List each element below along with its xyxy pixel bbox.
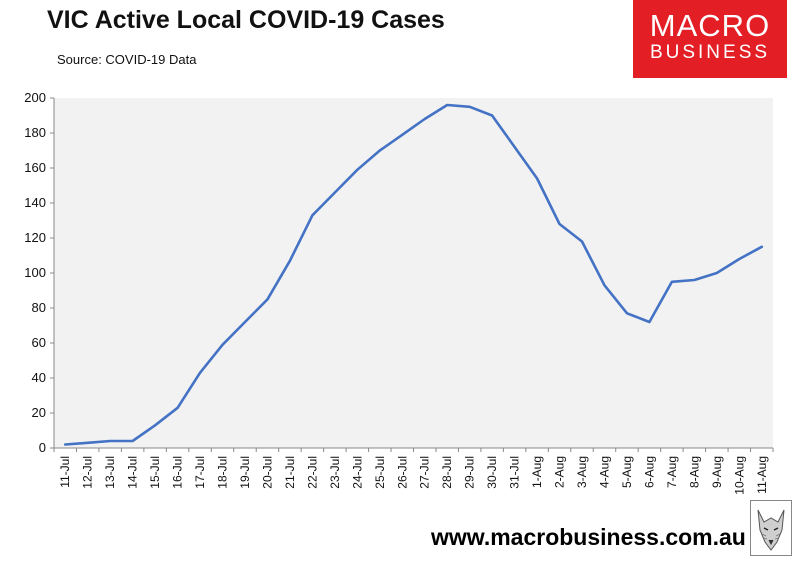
data-point <box>491 114 493 117</box>
x-tick-label: 19-Jul <box>238 456 252 489</box>
x-tick-label: 4-Aug <box>597 456 611 488</box>
x-tick-label: 26-Jul <box>395 456 409 489</box>
x-tick-label: 29-Jul <box>463 456 477 489</box>
x-tick-label: 10-Aug <box>732 456 746 495</box>
series-line <box>63 103 764 446</box>
y-tick-label: 80 <box>32 300 46 315</box>
data-point <box>423 118 426 120</box>
y-tick-label: 20 <box>32 405 46 420</box>
plot-area <box>54 98 773 448</box>
data-point <box>671 280 673 283</box>
x-tick-label: 15-Jul <box>148 456 162 489</box>
data-point <box>109 440 111 442</box>
data-point <box>289 259 291 262</box>
data-point <box>176 406 179 409</box>
x-tick-label: 17-Jul <box>193 456 207 489</box>
x-tick-label: 12-Jul <box>81 456 95 489</box>
x-tick-label: 11-Aug <box>755 456 769 494</box>
data-point <box>86 441 89 444</box>
data-point <box>760 245 763 248</box>
data-point <box>266 298 269 301</box>
data-point <box>311 214 314 217</box>
data-point <box>244 321 246 323</box>
x-tick-label: 7-Aug <box>665 456 679 488</box>
data-point <box>603 284 606 287</box>
x-tick-label: 27-Jul <box>418 456 432 489</box>
x-tick-label: 8-Aug <box>687 456 701 488</box>
logo-line-1: MACRO <box>649 8 771 43</box>
y-tick-label: 40 <box>32 370 46 385</box>
x-tick-label: 16-Jul <box>171 456 185 489</box>
y-tick-label: 160 <box>24 160 46 175</box>
x-tick-label: 1-Aug <box>530 456 544 488</box>
x-tick-label: 3-Aug <box>575 456 589 488</box>
wolf-logo-icon <box>750 500 792 556</box>
data-point <box>446 104 449 106</box>
x-tick-label: 20-Jul <box>260 456 274 489</box>
data-point <box>626 312 628 315</box>
x-tick-label: 6-Aug <box>642 456 656 488</box>
data-point <box>131 440 134 442</box>
data-point <box>468 105 471 108</box>
x-tick-label: 14-Jul <box>126 456 140 489</box>
x-tick-label: 2-Aug <box>553 456 567 488</box>
y-tick-label: 60 <box>32 335 46 350</box>
x-tick-label: 25-Jul <box>373 456 387 489</box>
data-point <box>558 223 561 225</box>
x-tick-label: 23-Jul <box>328 456 342 489</box>
data-point <box>738 258 741 260</box>
x-tick-label: 9-Aug <box>710 456 724 488</box>
data-point <box>536 177 538 180</box>
data-point <box>716 272 718 274</box>
data-point <box>199 371 201 374</box>
macrobusiness-logo[interactable]: MACRO BUSINESS <box>633 0 787 78</box>
chart-source: Source: COVID-19 Data <box>57 52 197 67</box>
data-point <box>513 146 516 148</box>
y-tick-label: 100 <box>24 265 46 280</box>
footer-url[interactable]: www.macrobusiness.com.au <box>431 524 746 550</box>
data-point <box>334 191 336 194</box>
x-tick-label: 22-Jul <box>305 456 319 489</box>
y-tick-label: 180 <box>24 125 46 140</box>
data-point <box>64 443 67 446</box>
y-tick-label: 0 <box>39 440 46 455</box>
y-tick-label: 140 <box>24 195 46 210</box>
x-tick-label: 21-Jul <box>283 456 297 489</box>
data-point <box>648 321 651 323</box>
x-tick-label: 11-Jul <box>58 456 72 488</box>
data-point <box>221 343 224 346</box>
data-point <box>378 149 381 152</box>
data-point <box>401 133 404 136</box>
x-tick-label: 5-Aug <box>620 456 634 488</box>
data-point <box>693 279 696 281</box>
x-tick-label: 28-Jul <box>440 456 454 489</box>
chart-title: VIC Active Local COVID-19 Cases <box>47 6 445 34</box>
data-point <box>154 424 156 427</box>
y-tick-label: 120 <box>24 230 46 245</box>
x-tick-label: 30-Jul <box>485 456 499 489</box>
x-tick-label: 18-Jul <box>216 456 230 489</box>
x-tick-label: 31-Jul <box>508 456 522 489</box>
x-tick-label: 24-Jul <box>350 456 364 489</box>
y-tick-label: 200 <box>24 90 46 105</box>
data-point <box>581 240 583 243</box>
data-point <box>356 168 359 171</box>
logo-line-2: BUSINESS <box>649 42 771 63</box>
x-tick-label: 13-Jul <box>103 456 117 489</box>
